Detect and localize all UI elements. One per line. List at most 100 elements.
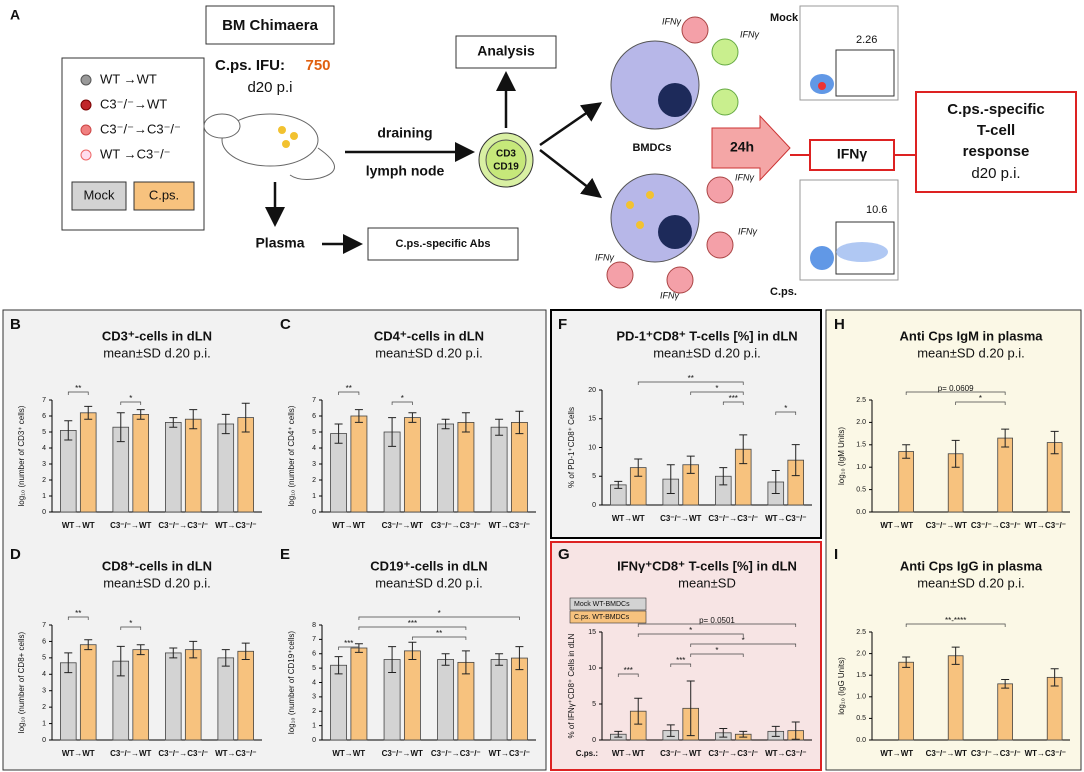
error-bar [771, 470, 780, 494]
y-axis-label: log₁₀ (number of CD19⁺cells) [287, 631, 296, 735]
panel-letter: D [10, 546, 21, 563]
error-bar [64, 652, 73, 674]
sig-label: * [689, 626, 692, 635]
y-tick-label: 0.0 [856, 509, 866, 516]
y-tick-label: 3 [42, 688, 46, 695]
chart-subtitle: mean±SD d.20 p.i. [375, 575, 483, 590]
bmdc [610, 40, 700, 130]
x-tick-label: WT→C3⁻/⁻ [215, 749, 256, 758]
y-tick-label: 5 [42, 655, 46, 662]
error-bar [116, 412, 125, 443]
nucleus [658, 83, 692, 117]
bacteria [278, 126, 286, 134]
mouse-head [203, 113, 241, 139]
sig-bracket [358, 626, 467, 630]
y-tick-label: 2.0 [856, 419, 866, 426]
error-bar [169, 417, 178, 428]
ifng-label: IFNγ [837, 146, 868, 162]
y-tick-label: 1 [42, 493, 46, 500]
sig-bracket [338, 646, 360, 650]
x-tick-label: WT→WT [332, 749, 365, 758]
error-bar [1050, 668, 1059, 687]
bmdc-label: BMDCs [632, 142, 671, 154]
y-tick-label: 0 [592, 737, 596, 744]
bar [1046, 676, 1063, 741]
y-tick-label: 6 [42, 638, 46, 645]
y-tick-label: 2 [42, 477, 46, 484]
flow-value: 2.26 [856, 34, 877, 46]
lymph-node-inner [485, 139, 527, 181]
ifng-label: IFNγ [595, 252, 614, 262]
error-bar [189, 409, 198, 430]
legend-dot [80, 99, 92, 111]
x-tick-label: WT→WT [880, 521, 913, 530]
sig-label: * [401, 394, 404, 403]
y-tick-label: 1 [42, 720, 46, 727]
error-bar [495, 653, 504, 666]
error-bar [634, 458, 643, 477]
result-text: T-cell [977, 122, 1015, 139]
error-bar [84, 405, 93, 420]
ifng-label: IFNγ [740, 29, 759, 39]
sig-bracket [617, 673, 639, 677]
error-bar [666, 464, 675, 494]
chart-title: CD19⁺-cells in dLN [370, 558, 487, 573]
flow-cloud [810, 246, 834, 270]
sig-label: *** [729, 394, 738, 403]
bacteria [626, 201, 634, 209]
sig-bracket [905, 391, 1006, 395]
sig-label: ** [346, 384, 352, 393]
bacteria [636, 221, 644, 229]
bar [79, 644, 97, 741]
y-tick-label: 4 [312, 679, 316, 686]
error-bar [84, 639, 93, 651]
abs-label: C.ps.-specific Abs [396, 238, 491, 250]
x-tick-label: C3⁻/⁻→C3⁻/⁻ [158, 749, 208, 758]
t-cell [706, 231, 734, 259]
bar [164, 652, 182, 741]
error-bar [116, 645, 125, 677]
error-bar [719, 467, 728, 486]
x-tick-label: C3⁻/⁻→C3⁻/⁻ [158, 521, 208, 530]
bar [437, 423, 455, 513]
legend-label: Mock WT-BMDCs [574, 601, 630, 608]
y-tick-label: 1 [312, 493, 316, 500]
error-bar [221, 413, 230, 435]
error-bar [1050, 430, 1059, 455]
sig-label: * [438, 609, 441, 618]
error-bar [1001, 428, 1010, 448]
y-tick-label: 4 [42, 445, 46, 452]
error-bar [334, 656, 343, 675]
t-cell [706, 176, 734, 204]
flow-cloud [818, 82, 826, 90]
chart-subtitle: mean±SD d.20 p.i. [917, 345, 1025, 360]
error-bar [686, 455, 695, 474]
group-box [71, 181, 127, 211]
sig-bracket [905, 623, 1006, 627]
error-bar [461, 650, 470, 675]
error-bar [136, 409, 145, 420]
x-tick-label: C3⁻/⁻→WT [660, 514, 701, 523]
x-tick-label: WT→C3⁻/⁻ [489, 749, 530, 758]
sig-label: *** [408, 619, 417, 628]
sig-bracket [722, 401, 744, 405]
legend-label: C.ps. WT-BMDCs [574, 614, 630, 621]
bacteria [282, 140, 290, 148]
bar [490, 426, 508, 513]
x-tick-label: WT→WT [62, 521, 95, 530]
flow-label: C.ps. [770, 286, 797, 298]
bar [60, 429, 77, 513]
flow-gate [835, 49, 895, 97]
result-text: response [963, 143, 1030, 160]
bar [132, 649, 150, 741]
error-bar [441, 653, 450, 666]
x-tick-label: C3⁻/⁻→C3⁻/⁻ [431, 521, 481, 530]
y-axis-label: log₁₀ (IgM Units) [837, 427, 846, 485]
y-tick-label: 7 [312, 397, 316, 404]
nucleus [658, 215, 692, 249]
error-bar [739, 730, 748, 738]
flow-gate [835, 221, 895, 275]
sig-bracket [955, 401, 1006, 405]
panel-letter: I [834, 546, 838, 563]
chart-subtitle: mean±SD d.20 p.i. [917, 575, 1025, 590]
